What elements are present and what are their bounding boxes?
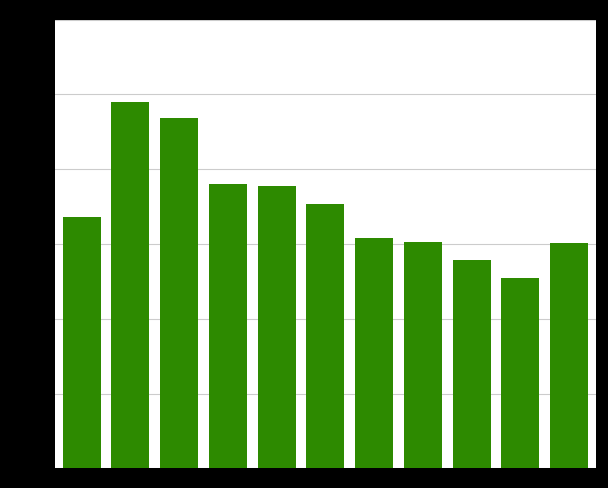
Bar — [501, 278, 539, 468]
Bar — [160, 118, 198, 468]
Bar — [111, 102, 150, 468]
Bar — [258, 185, 295, 468]
Bar — [306, 203, 344, 468]
Bar — [452, 260, 491, 468]
Bar — [550, 243, 588, 468]
Bar — [355, 238, 393, 468]
Bar — [209, 184, 247, 468]
Bar — [63, 217, 100, 468]
Bar — [404, 242, 442, 468]
